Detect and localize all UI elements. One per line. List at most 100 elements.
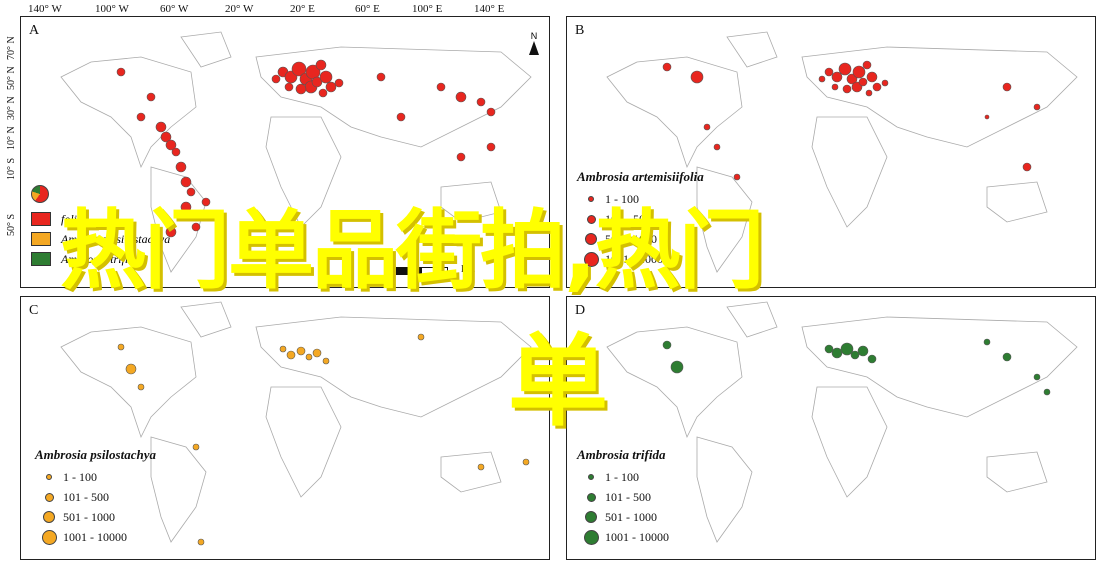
legend-range: 101 - 500 — [605, 211, 651, 226]
legend-title: Ambrosia psilostachya — [35, 447, 156, 462]
occurrence-marker — [312, 348, 322, 358]
panel-label: D — [575, 303, 586, 318]
occurrence-marker — [824, 67, 834, 77]
panel-b-legend: Ambrosia artemisiifolia 1 - 100 101 - 50… — [577, 169, 704, 269]
occurrence-marker — [279, 345, 287, 353]
legend-row: 1 - 100 — [577, 467, 669, 487]
legend-range: 1001 - 10000 — [605, 251, 669, 266]
occurrence-marker — [176, 212, 186, 222]
north-label: N — [530, 31, 538, 41]
legend-range: 501 - 1000 — [63, 509, 115, 524]
occurrence-marker — [165, 139, 177, 151]
legend-item: Ambrosia psilostachya — [31, 229, 170, 249]
map-panel-c: C Ambrosia psilostachya 1 - 100 101 - 50… — [20, 296, 550, 560]
axis-label: 140° E — [474, 3, 505, 15]
legend-row: 101 - 500 — [577, 487, 669, 507]
occurrence-marker — [197, 538, 205, 546]
legend-item: folia — [31, 209, 170, 229]
occurrence-marker — [723, 213, 731, 221]
legend-row: 501 - 1000 — [577, 507, 669, 527]
legend-range: 1 - 100 — [63, 469, 97, 484]
occurrence-marker — [866, 71, 878, 83]
occurrence-marker — [165, 226, 177, 238]
legend-item: Ambrosia trifida — [31, 249, 170, 269]
occurrence-marker — [818, 75, 826, 83]
map-panel-d: D Ambrosia trifida 1 - 100 101 - 500 501… — [566, 296, 1096, 560]
occurrence-marker — [662, 62, 672, 72]
occurrence-marker — [319, 70, 333, 84]
axis-label: 100° E — [412, 3, 443, 15]
legend-range: 1 - 100 — [605, 469, 639, 484]
occurrence-marker — [315, 59, 327, 71]
occurrence-marker — [831, 347, 843, 359]
occurrence-marker — [146, 92, 156, 102]
panel-a-legend: folia Ambrosia psilostachya Ambrosia tri… — [31, 185, 170, 269]
legend-range: 501 - 1000 — [605, 231, 657, 246]
legend-row: 1001 - 10000 — [577, 249, 704, 269]
legend-range: 1 - 100 — [605, 191, 639, 206]
occurrence-marker — [690, 70, 704, 84]
axis-label: 20° E — [290, 3, 315, 15]
occurrence-marker — [116, 67, 126, 77]
panel-d-legend: Ambrosia trifida 1 - 100 101 - 500 501 -… — [577, 447, 669, 547]
map-panel-b: B Ambrosia artemisiifolia 1 - 100 101 - … — [566, 16, 1096, 288]
occurrence-marker — [984, 114, 990, 120]
occurrence-marker — [155, 121, 167, 133]
occurrence-marker — [160, 131, 172, 143]
occurrence-marker — [983, 338, 991, 346]
map-panel-a: A N folia Ambrosia psilostachya Ambrosia… — [20, 16, 550, 288]
legend-row: 1001 - 10000 — [35, 527, 156, 547]
occurrence-marker — [862, 60, 872, 70]
panel-c-legend: Ambrosia psilostachya 1 - 100 101 - 500 … — [35, 447, 156, 547]
occurrence-marker — [284, 82, 294, 92]
occurrence-marker — [670, 360, 684, 374]
occurrence-marker — [477, 463, 485, 471]
occurrence-marker — [838, 62, 852, 76]
scale-bar — [396, 267, 448, 275]
axis-label: 20° W — [225, 3, 254, 15]
legend-range: 501 - 1000 — [605, 509, 657, 524]
occurrence-marker — [1033, 103, 1041, 111]
occurrence-marker — [318, 88, 328, 98]
occurrence-marker — [137, 383, 145, 391]
occurrence-marker — [180, 201, 192, 213]
panel-label: A — [29, 23, 40, 38]
occurrence-marker — [881, 79, 889, 87]
occurrence-marker — [867, 354, 877, 364]
legend-title: Ambrosia trifida — [577, 447, 666, 462]
legend-item-label: Ambrosia psilostachya — [61, 231, 171, 246]
axis-label: 60° W — [160, 3, 189, 15]
scale-label: km — [461, 263, 476, 275]
occurrence-marker — [851, 81, 863, 93]
occurrence-marker — [201, 197, 211, 207]
occurrence-marker — [192, 443, 200, 451]
occurrence-marker — [334, 78, 344, 88]
occurrence-marker — [824, 344, 834, 354]
world-map — [60, 301, 532, 546]
occurrence-marker — [842, 84, 852, 94]
occurrence-marker — [291, 61, 307, 77]
occurrence-marker — [456, 152, 466, 162]
occurrence-marker — [522, 458, 530, 466]
axis-label: 140° W — [28, 3, 62, 15]
occurrence-marker — [311, 76, 323, 88]
panel-label: C — [29, 303, 39, 318]
occurrence-marker — [486, 142, 496, 152]
lat-label: 10° S — [6, 157, 17, 180]
occurrence-marker — [305, 353, 313, 361]
occurrence-marker — [486, 107, 496, 117]
occurrence-marker — [136, 112, 146, 122]
lat-label: 70° N — [6, 36, 17, 60]
occurrence-marker — [872, 82, 882, 92]
occurrence-marker — [733, 173, 741, 181]
axis-label: 60° E — [355, 3, 380, 15]
occurrence-marker — [1033, 373, 1041, 381]
legend-row: 1 - 100 — [35, 467, 156, 487]
occurrence-marker — [180, 176, 192, 188]
occurrence-marker — [436, 82, 446, 92]
occurrence-marker — [713, 143, 721, 151]
lat-label: 50° S — [6, 213, 17, 236]
occurrence-marker — [295, 83, 307, 95]
occurrence-marker — [286, 350, 296, 360]
occurrence-marker — [850, 350, 860, 360]
